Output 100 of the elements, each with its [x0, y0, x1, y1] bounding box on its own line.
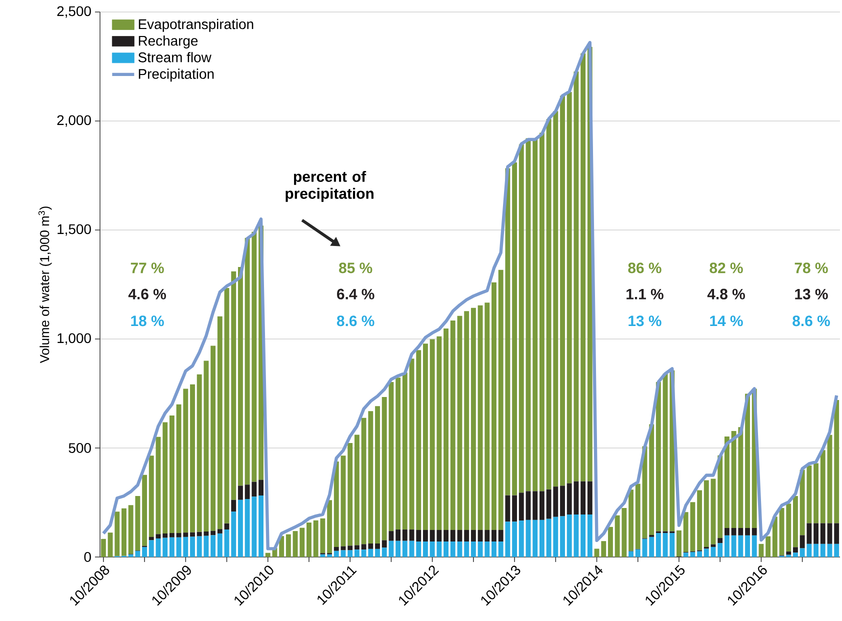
bar: [396, 540, 401, 557]
annotation: 4.8 %: [707, 288, 745, 300]
bar: [457, 316, 462, 530]
bar: [470, 530, 476, 542]
bar: [148, 456, 154, 537]
bar: [498, 530, 504, 542]
bar: [423, 542, 428, 557]
bar: [635, 484, 640, 549]
bar: [718, 543, 723, 557]
bar: [752, 528, 757, 536]
bar: [608, 526, 613, 557]
bar: [334, 550, 339, 557]
bar: [169, 533, 174, 538]
bar: [320, 554, 326, 557]
annotation: 14 %: [710, 316, 743, 326]
bar: [656, 382, 661, 532]
bar: [518, 520, 524, 557]
bar: [710, 546, 716, 557]
bar: [306, 522, 312, 557]
bar: [162, 538, 168, 557]
bar: [444, 542, 448, 557]
bar: [396, 378, 401, 530]
bar: [827, 544, 832, 557]
bar: [292, 531, 298, 557]
bar: [587, 481, 592, 514]
bar: [327, 500, 332, 554]
bar: [642, 538, 648, 557]
bar: [710, 478, 716, 544]
bar: [340, 550, 346, 557]
bar: [231, 512, 236, 557]
bar: [697, 490, 702, 550]
bar: [724, 535, 730, 557]
bar: [156, 534, 161, 538]
bar: [210, 535, 216, 557]
bar: [704, 480, 709, 547]
bar: [238, 267, 243, 486]
bar: [224, 288, 230, 524]
annotation: 13 %: [628, 316, 662, 326]
bar: [464, 311, 470, 530]
bar: [444, 328, 448, 530]
bar: [518, 144, 524, 493]
bar: [416, 350, 422, 530]
bar: [457, 530, 462, 542]
bar: [258, 496, 264, 557]
bar: [396, 530, 401, 541]
bar: [142, 474, 148, 546]
annotation: 8.6 %: [792, 316, 830, 326]
bar: [512, 522, 518, 557]
bar: [402, 540, 408, 557]
bar: [464, 542, 470, 557]
bar: [526, 520, 531, 557]
bar: [114, 512, 120, 556]
bar: [423, 530, 428, 542]
bar: [231, 271, 236, 500]
bar: [210, 530, 216, 536]
bar: [217, 316, 222, 530]
y-tick-label: 500: [68, 443, 91, 453]
bar: [348, 546, 353, 550]
bar: [464, 530, 470, 542]
annotation: 86 %: [628, 262, 662, 274]
bar: [820, 544, 826, 557]
bar: [217, 529, 222, 534]
bar: [745, 528, 750, 536]
bar: [444, 530, 448, 542]
bar: [265, 552, 270, 557]
bar: [539, 491, 544, 520]
bar: [635, 549, 640, 557]
bar: [560, 486, 565, 516]
bar: [402, 530, 408, 541]
bar: [697, 551, 702, 557]
bar: [526, 138, 531, 492]
bar: [238, 486, 243, 500]
y-tick-label: 1,000: [58, 333, 91, 345]
bar: [793, 552, 798, 557]
bar: [190, 536, 195, 557]
bar: [814, 544, 818, 557]
annotation: percent of precipitation: [286, 170, 374, 202]
bar: [470, 308, 476, 530]
bar: [724, 528, 730, 536]
bar: [409, 358, 414, 530]
annotation: 85 %: [339, 262, 372, 274]
bar: [286, 534, 291, 557]
bar: [162, 422, 168, 534]
y-tick-label: 2,500: [57, 6, 91, 18]
bar: [409, 530, 414, 541]
bar: [334, 546, 339, 551]
bar: [505, 495, 510, 522]
bar: [148, 540, 154, 557]
bar: [532, 138, 538, 492]
bar: [169, 416, 174, 534]
bar: [156, 538, 161, 557]
bar: [142, 546, 148, 557]
bar: [786, 552, 792, 555]
bar: [375, 543, 380, 549]
annotation: 1.1 %: [626, 288, 664, 300]
bar: [450, 320, 456, 530]
bar: [532, 491, 538, 520]
bar: [190, 532, 195, 537]
bar: [409, 540, 414, 557]
bar: [649, 536, 654, 557]
